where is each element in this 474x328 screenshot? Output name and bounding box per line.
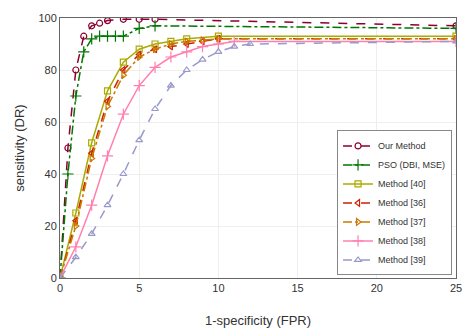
svg-text:10: 10 xyxy=(212,282,224,294)
svg-text:Method [40]: Method [40] xyxy=(378,179,426,189)
svg-text:20: 20 xyxy=(45,220,57,232)
svg-text:0: 0 xyxy=(57,282,63,294)
svg-text:60: 60 xyxy=(45,116,57,128)
svg-text:sensitivity (DR): sensitivity (DR) xyxy=(12,104,27,191)
svg-text:Method [38]: Method [38] xyxy=(378,236,426,246)
svg-text:0: 0 xyxy=(51,272,57,284)
svg-text:40: 40 xyxy=(45,168,57,180)
svg-text:1-specificity (FPR): 1-specificity (FPR) xyxy=(205,313,311,328)
svg-text:Method [39]: Method [39] xyxy=(378,255,426,265)
svg-text:20: 20 xyxy=(371,282,383,294)
svg-text:Method [37]: Method [37] xyxy=(378,217,426,227)
svg-text:25: 25 xyxy=(450,282,462,294)
svg-text:Method [36]: Method [36] xyxy=(378,198,426,208)
svg-text:Our Method: Our Method xyxy=(378,141,426,151)
svg-text:80: 80 xyxy=(45,64,57,76)
svg-text:PSO (DBI, MSE): PSO (DBI, MSE) xyxy=(378,160,445,170)
svg-text:100: 100 xyxy=(38,12,56,24)
svg-text:15: 15 xyxy=(291,282,303,294)
svg-text:5: 5 xyxy=(136,282,142,294)
